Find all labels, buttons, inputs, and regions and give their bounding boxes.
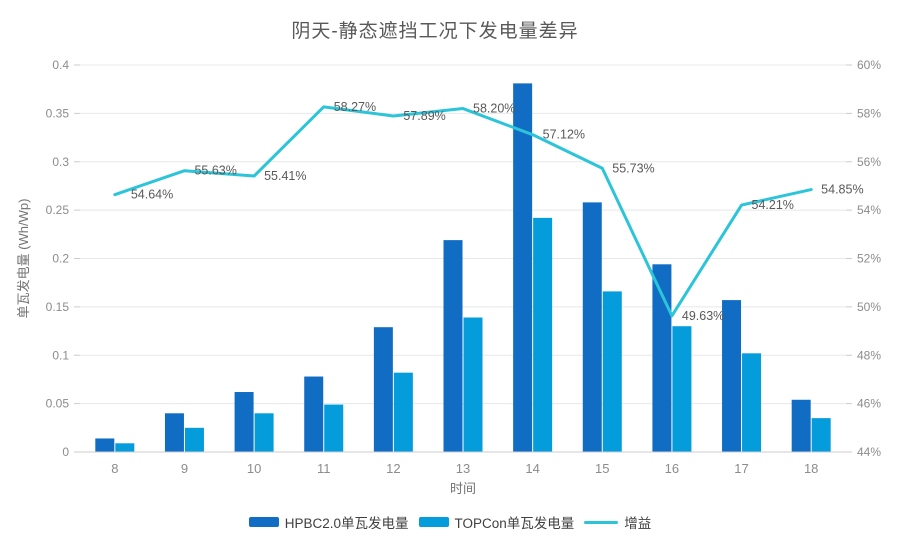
bar-topcon-15 <box>602 291 622 452</box>
bar-series-topcon <box>115 217 831 452</box>
x-axis-ticks: 8 9 10 11 12 13 14 15 16 17 18 <box>111 461 818 476</box>
svg-text:0.25: 0.25 <box>46 203 70 217</box>
bar-hpbc-9 <box>164 413 184 452</box>
bar-hpbc-15 <box>582 202 602 452</box>
gain-label-18: 54.85% <box>821 183 863 197</box>
svg-text:0.3: 0.3 <box>52 155 69 169</box>
bar-topcon-17 <box>742 353 762 452</box>
svg-text:9: 9 <box>181 461 188 476</box>
bar-hpbc-11 <box>304 376 324 452</box>
chart-legend: HPBC2.0单瓦发电量 TOPCon单瓦发电量 增益 <box>0 512 900 532</box>
gain-label-12: 57.89% <box>403 109 445 123</box>
gridlines <box>74 64 852 453</box>
bar-hpbc-14 <box>513 83 533 452</box>
svg-text:0: 0 <box>62 445 69 459</box>
svg-text:48%: 48% <box>857 348 881 362</box>
svg-text:17: 17 <box>734 461 748 476</box>
svg-text:0.1: 0.1 <box>52 348 69 362</box>
svg-text:16: 16 <box>665 461 679 476</box>
svg-text:18: 18 <box>804 461 818 476</box>
svg-text:0.05: 0.05 <box>46 397 70 411</box>
svg-text:56%: 56% <box>857 155 881 169</box>
topcon-bar-swatch-icon <box>418 517 449 527</box>
bar-topcon-16 <box>672 326 692 452</box>
svg-text:0.2: 0.2 <box>52 252 69 266</box>
gain-label-16: 49.63% <box>682 309 724 323</box>
svg-text:15: 15 <box>595 461 609 476</box>
svg-text:60%: 60% <box>857 58 881 72</box>
gain-label-8: 54.64% <box>131 188 173 202</box>
bar-hpbc-16 <box>652 264 672 452</box>
bar-series-hpbc <box>95 83 811 452</box>
gain-label-9: 55.63% <box>194 164 236 178</box>
svg-text:52%: 52% <box>857 252 881 266</box>
svg-text:0.4: 0.4 <box>52 58 69 72</box>
bar-hpbc-18 <box>791 399 811 452</box>
gain-line-labels: 54.64% 55.63% 55.41% 58.27% 57.89% 58.20% 57.1… <box>131 100 864 323</box>
bar-topcon-13 <box>463 317 483 452</box>
gain-line-swatch-icon <box>584 520 619 524</box>
svg-text:46%: 46% <box>857 397 881 411</box>
gain-label-11: 58.27% <box>334 100 376 114</box>
gain-label-10: 55.41% <box>264 169 306 183</box>
svg-text:54%: 54% <box>857 203 881 217</box>
svg-text:13: 13 <box>456 461 470 476</box>
gain-label-17: 54.21% <box>752 198 794 212</box>
bar-topcon-8 <box>115 443 135 452</box>
y-axis-left-ticks: 0 0.05 0.1 0.15 0.2 0.25 0.3 0.35 0.4 <box>46 58 70 459</box>
bar-hpbc-10 <box>234 392 254 452</box>
y-axis-right-ticks: 44% 46% 48% 50% 52% 54% 56% 58% 60% <box>857 58 881 459</box>
svg-text:8: 8 <box>111 461 118 476</box>
bar-topcon-11 <box>324 404 344 452</box>
chart-title: 阴天-静态遮挡工况下发电量差异 <box>291 21 579 42</box>
svg-text:58%: 58% <box>857 106 881 120</box>
bar-hpbc-17 <box>722 300 742 452</box>
bar-hpbc-12 <box>373 327 393 452</box>
svg-text:12: 12 <box>386 461 400 476</box>
gain-label-15: 55.73% <box>612 161 654 175</box>
hpbc-bar-swatch-icon <box>248 517 279 527</box>
svg-text:0.15: 0.15 <box>46 300 70 314</box>
gain-label-13: 58.20% <box>473 102 515 116</box>
svg-text:14: 14 <box>525 461 539 476</box>
svg-text:44%: 44% <box>857 445 881 459</box>
bar-topcon-10 <box>254 413 274 452</box>
bar-topcon-14 <box>533 217 553 452</box>
bar-topcon-9 <box>184 427 204 452</box>
gain-line <box>113 105 813 318</box>
bar-hpbc-13 <box>443 240 463 452</box>
legend-item-hpbc[interactable]: HPBC2.0单瓦发电量 <box>248 512 409 532</box>
svg-text:10: 10 <box>247 461 261 476</box>
svg-text:11: 11 <box>317 461 331 476</box>
legend-label-hpbc: HPBC2.0单瓦发电量 <box>284 516 409 531</box>
legend-item-topcon[interactable]: TOPCon单瓦发电量 <box>418 512 575 532</box>
legend-item-gain[interactable]: 增益 <box>584 512 651 532</box>
y-axis-title: 单瓦发电量 (Wh/Wp) <box>16 199 31 319</box>
svg-text:0.35: 0.35 <box>46 106 70 120</box>
bar-topcon-18 <box>811 418 831 452</box>
gain-label-14: 57.12% <box>543 128 585 142</box>
legend-label-gain: 增益 <box>624 516 652 531</box>
svg-text:50%: 50% <box>857 300 881 314</box>
bar-hpbc-8 <box>95 438 115 452</box>
legend-label-topcon: TOPCon单瓦发电量 <box>454 516 575 531</box>
bar-topcon-12 <box>393 372 413 452</box>
x-axis-title: 时间 <box>450 481 476 496</box>
